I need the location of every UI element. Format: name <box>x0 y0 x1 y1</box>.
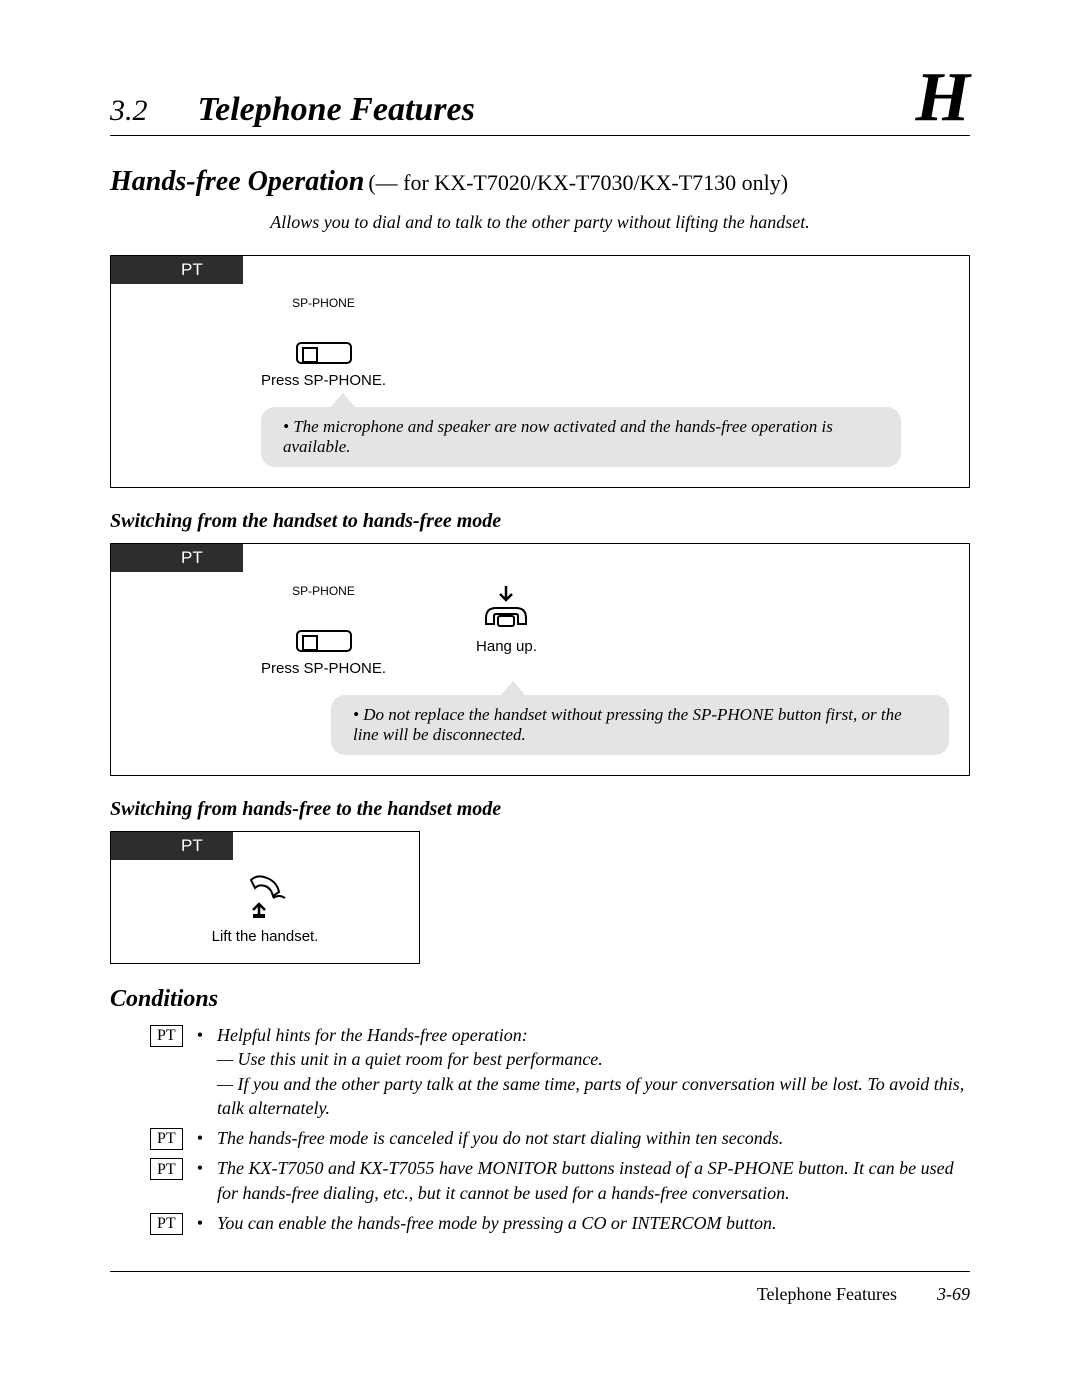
callout-note: • Do not replace the handset without pre… <box>331 695 949 755</box>
lift-handset-icon <box>237 870 293 918</box>
step-row: SP-PHONE Press SP-PHONE. Hang up. <box>261 584 949 677</box>
condition-line: You can enable the hands-free mode by pr… <box>217 1213 776 1233</box>
condition-text: The hands-free mode is canceled if you d… <box>217 1126 970 1150</box>
sp-phone-button-icon <box>296 606 352 652</box>
feature-name: Hands-free Operation <box>110 166 364 197</box>
header-left: 3.2 Telephone Features <box>110 91 475 129</box>
section-number: 3.2 <box>110 94 148 128</box>
condition-line: The KX-T7050 and KX-T7055 have MONITOR b… <box>217 1158 954 1202</box>
condition-line: Helpful hints for the Hands-free operati… <box>217 1025 528 1045</box>
step-row: SP-PHONE Press SP-PHONE. <box>261 296 949 389</box>
pt-box-handsfree-to-handset: PT Lift the handset. <box>110 831 420 964</box>
pt-box-handset-to-handsfree: PT SP-PHONE Press SP-PHONE. Hang up. • D… <box>110 543 970 776</box>
feature-subtitle: (— for KX-T7020/KX-T7030/KX-T7130 only) <box>368 170 788 195</box>
pt-badge: PT <box>150 1128 183 1150</box>
step-hang-up: Hang up. <box>476 584 537 677</box>
page-header: 3.2 Telephone Features H <box>110 70 970 136</box>
hang-up-icon <box>476 584 536 630</box>
condition-line: — If you and the other party talk at the… <box>217 1074 964 1118</box>
section-title: Telephone Features <box>198 91 475 129</box>
conditions-list: PT • Helpful hints for the Hands-free op… <box>110 1023 970 1235</box>
pt-badge: PT <box>150 1158 183 1180</box>
footer-page-number: 3-69 <box>937 1284 970 1305</box>
sub-heading-2: Switching from hands-free to the handset… <box>110 798 970 821</box>
condition-item: PT • The KX-T7050 and KX-T7055 have MONI… <box>150 1156 970 1205</box>
condition-item: PT • Helpful hints for the Hands-free op… <box>150 1023 970 1120</box>
condition-text: Helpful hints for the Hands-free operati… <box>217 1023 970 1120</box>
pt-badge: PT <box>150 1213 183 1235</box>
feature-intro: Allows you to dial and to talk to the ot… <box>110 212 970 233</box>
bullet-icon: • <box>197 1211 203 1235</box>
step-sp-phone: SP-PHONE Press SP-PHONE. <box>261 296 386 389</box>
pt-badge: PT <box>150 1025 183 1047</box>
bullet-icon: • <box>197 1023 203 1047</box>
bullet-icon: • <box>197 1126 203 1150</box>
pt-tab: PT <box>111 832 233 860</box>
header-letter: H <box>916 70 970 126</box>
sp-phone-label: SP-PHONE <box>292 584 355 598</box>
condition-text: You can enable the hands-free mode by pr… <box>217 1211 970 1235</box>
condition-line: The hands-free mode is canceled if you d… <box>217 1128 783 1148</box>
step-caption: Press SP-PHONE. <box>261 660 386 677</box>
sp-phone-label: SP-PHONE <box>292 296 355 310</box>
step-sp-phone: SP-PHONE Press SP-PHONE. <box>261 584 386 677</box>
step-caption: Hang up. <box>476 638 537 655</box>
bullet-icon: • <box>197 1156 203 1180</box>
conditions-heading: Conditions <box>110 986 970 1013</box>
callout-note: • The microphone and speaker are now act… <box>261 407 901 467</box>
condition-text: The KX-T7050 and KX-T7055 have MONITOR b… <box>217 1156 970 1205</box>
condition-item: PT • You can enable the hands-free mode … <box>150 1211 970 1235</box>
page-footer: Telephone Features 3-69 <box>110 1271 970 1305</box>
condition-line: — Use this unit in a quiet room for best… <box>217 1049 603 1069</box>
callout-text: The microphone and speaker are now activ… <box>283 417 833 456</box>
pt-tab: PT <box>111 544 243 572</box>
condition-item: PT • The hands-free mode is canceled if … <box>150 1126 970 1150</box>
pt-tab: PT <box>111 256 243 284</box>
feature-heading: Hands-free Operation (— for KX-T7020/KX-… <box>110 166 970 198</box>
sub-heading-1: Switching from the handset to hands-free… <box>110 510 970 533</box>
step-caption: Press SP-PHONE. <box>261 372 386 389</box>
sp-phone-button-icon <box>296 318 352 364</box>
callout-text: Do not replace the handset without press… <box>353 705 902 744</box>
pt-box-main: PT SP-PHONE Press SP-PHONE. • The microp… <box>110 255 970 488</box>
step-caption: Lift the handset. <box>212 928 319 945</box>
footer-label: Telephone Features <box>757 1284 897 1305</box>
